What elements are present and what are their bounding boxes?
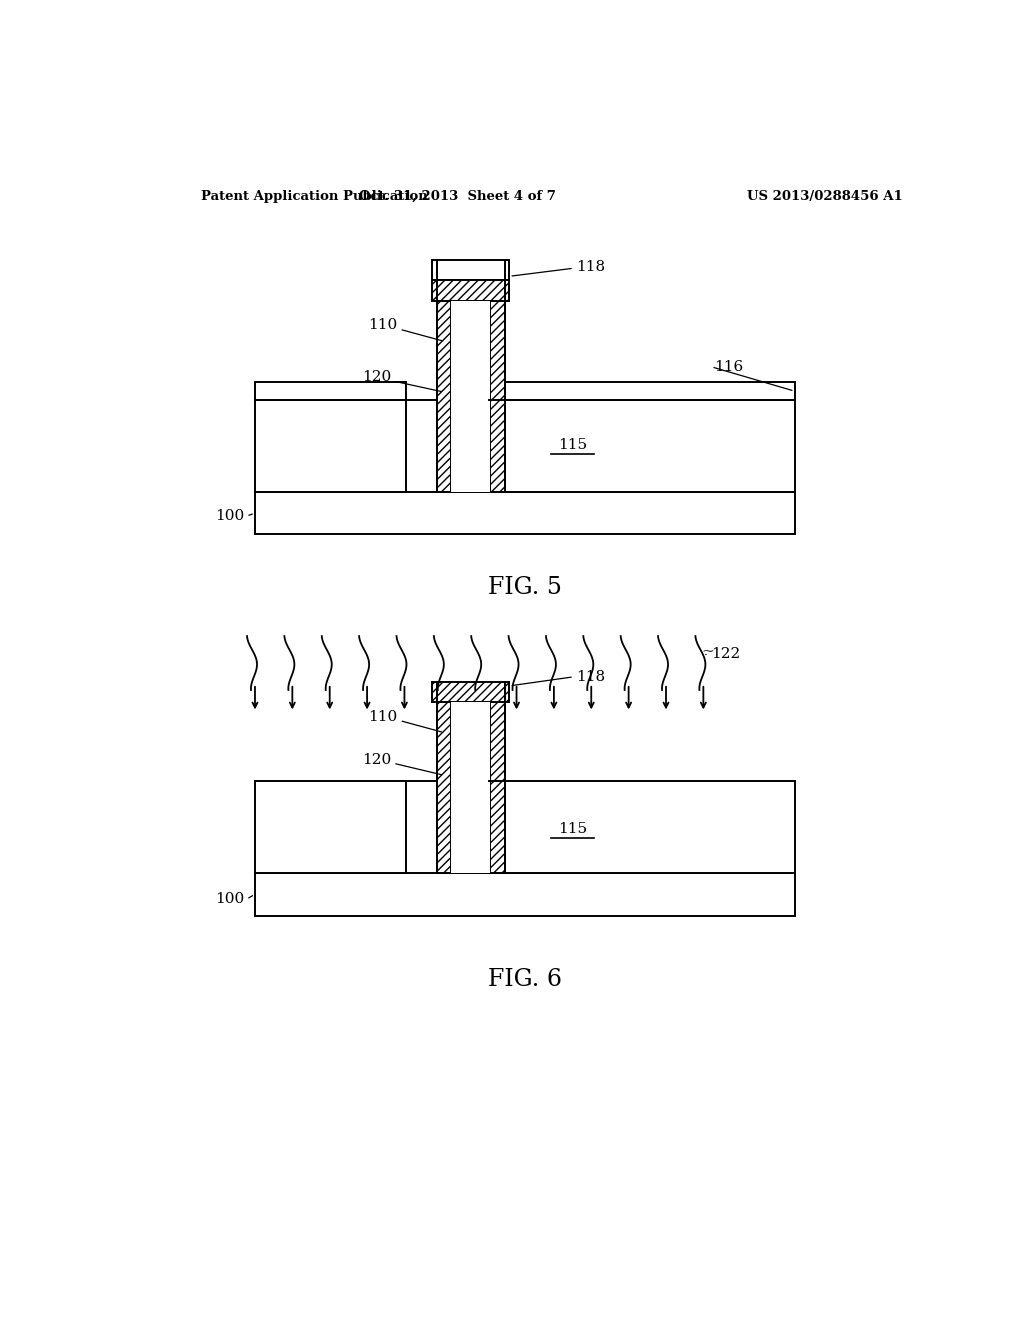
Bar xyxy=(437,301,452,492)
Bar xyxy=(432,260,509,280)
Text: 115: 115 xyxy=(558,438,587,451)
Bar xyxy=(432,682,509,702)
Text: ~: ~ xyxy=(701,645,714,660)
Bar xyxy=(452,301,490,492)
Bar xyxy=(452,702,490,873)
Text: 118: 118 xyxy=(577,669,605,684)
Bar xyxy=(489,381,795,400)
Text: 120: 120 xyxy=(362,754,391,767)
Bar xyxy=(255,381,406,400)
Bar xyxy=(437,702,452,873)
Text: US 2013/0288456 A1: US 2013/0288456 A1 xyxy=(748,190,903,202)
Text: Patent Application Publication: Patent Application Publication xyxy=(201,190,428,202)
Text: 120: 120 xyxy=(362,370,391,384)
Bar xyxy=(255,781,406,873)
Text: 100: 100 xyxy=(215,892,245,907)
Bar xyxy=(490,301,505,492)
Text: Oct. 31, 2013  Sheet 4 of 7: Oct. 31, 2013 Sheet 4 of 7 xyxy=(358,190,556,202)
Bar xyxy=(255,492,795,535)
Bar xyxy=(255,400,406,492)
Bar xyxy=(490,702,505,873)
Text: 100: 100 xyxy=(215,510,245,523)
Text: 116: 116 xyxy=(714,360,743,374)
Text: 122: 122 xyxy=(712,647,740,661)
Bar xyxy=(432,280,509,301)
Bar xyxy=(489,400,795,492)
Text: 110: 110 xyxy=(369,710,397,725)
Text: FIG. 6: FIG. 6 xyxy=(487,968,562,991)
Text: 110: 110 xyxy=(369,318,397,333)
Text: FIG. 5: FIG. 5 xyxy=(487,576,562,599)
Bar xyxy=(489,781,795,873)
Text: 118: 118 xyxy=(577,260,605,275)
Text: 115: 115 xyxy=(558,822,587,837)
Bar xyxy=(255,873,795,916)
